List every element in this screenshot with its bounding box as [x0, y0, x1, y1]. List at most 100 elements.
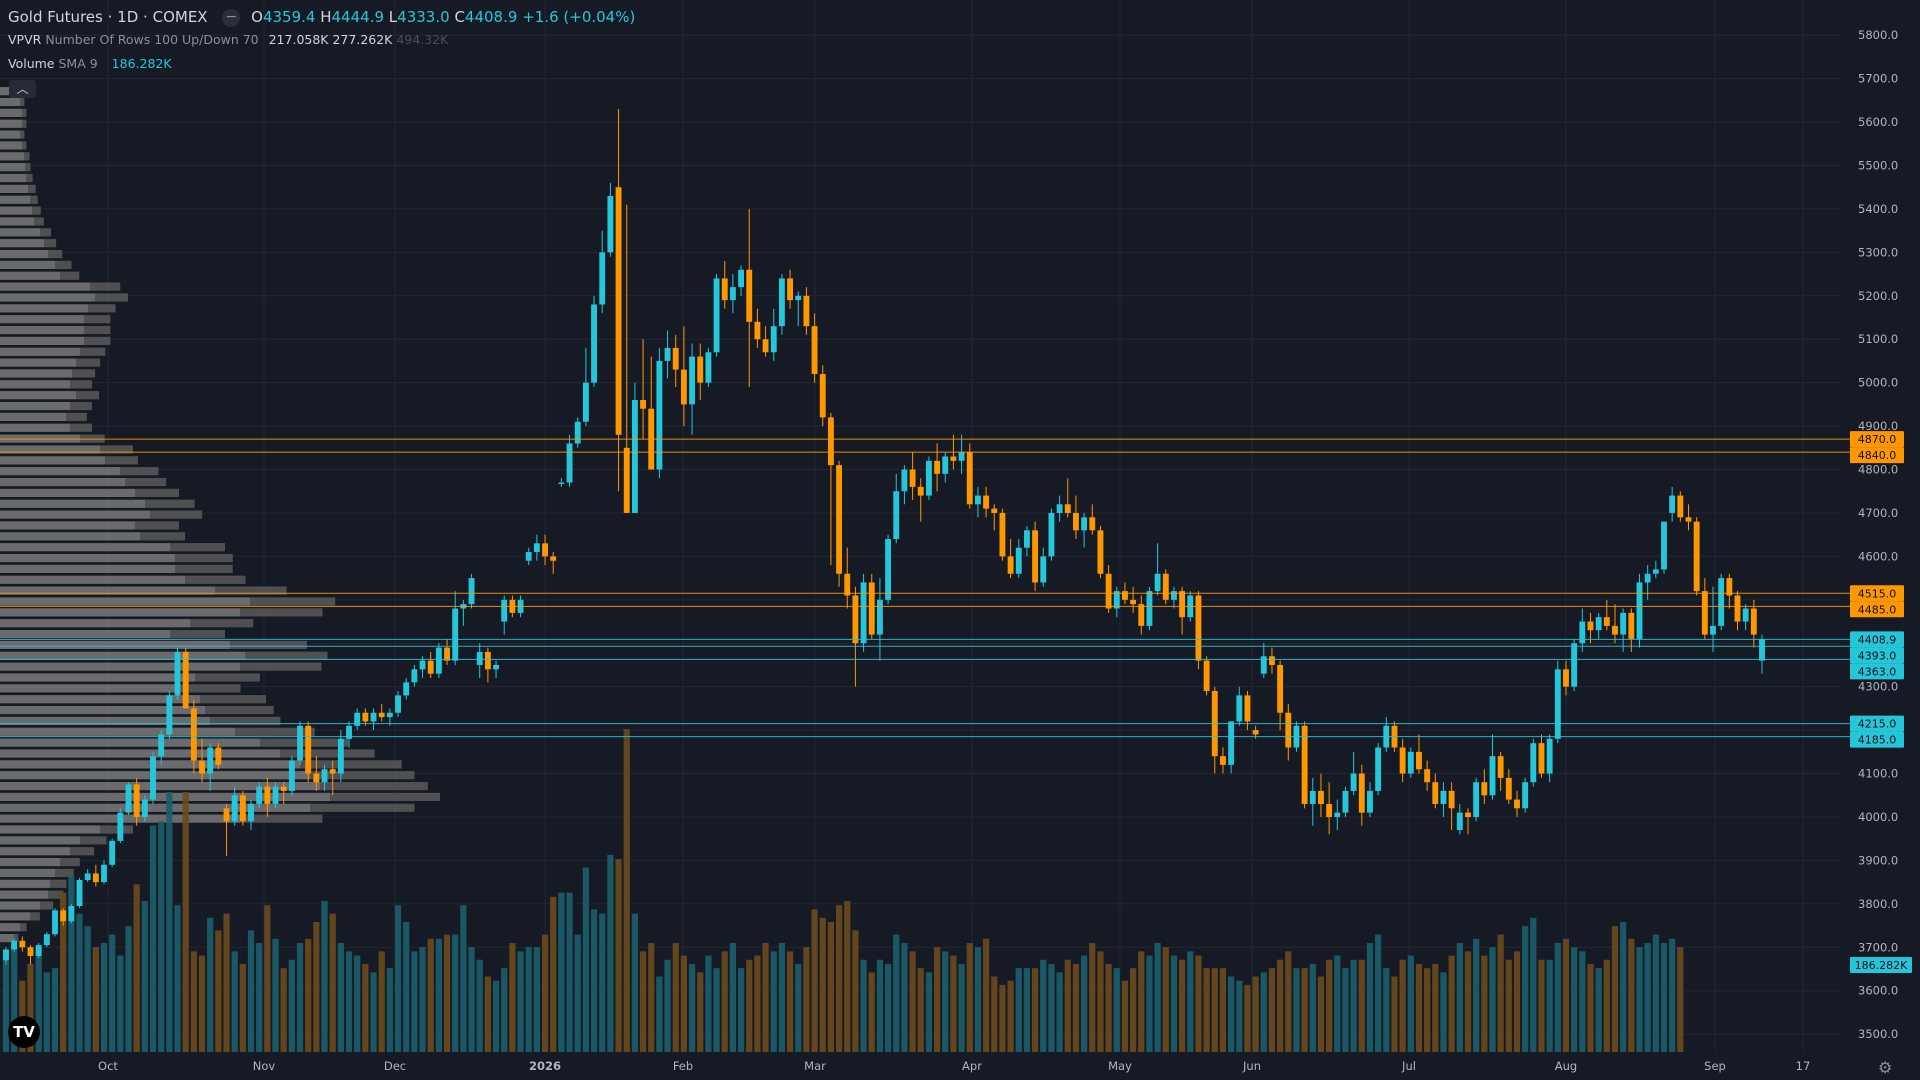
candle-body — [1726, 578, 1733, 596]
volume-bar — [1628, 938, 1635, 1052]
volume-bar — [1538, 959, 1545, 1052]
volume-bar — [272, 938, 279, 1052]
candle-body — [852, 595, 859, 644]
profile-row-up — [0, 749, 280, 758]
candle-body — [150, 756, 156, 800]
profile-row-down — [200, 695, 266, 704]
volume-bar — [1415, 963, 1423, 1052]
candle-body — [729, 287, 736, 301]
candle-body — [1407, 751, 1414, 774]
time-tick-label: Jul — [1401, 1059, 1416, 1073]
volume-bar — [1562, 938, 1570, 1052]
profile-row-up — [0, 477, 125, 487]
volume-bar — [182, 792, 189, 1052]
volume-bar — [1064, 959, 1071, 1052]
candle-body — [566, 443, 573, 483]
candle-body — [1563, 669, 1569, 687]
candle-body — [444, 647, 450, 661]
tradingview-logo-icon[interactable]: TV — [8, 1016, 40, 1048]
volume-bar — [1424, 968, 1431, 1052]
candle-body — [1530, 743, 1537, 783]
profile-row-down — [100, 445, 133, 454]
profile-row-down — [260, 738, 348, 747]
candle-body — [1612, 625, 1618, 635]
volume-bar — [803, 947, 810, 1052]
profile-row-down — [135, 488, 179, 498]
candle-body — [346, 725, 352, 739]
profile-row-down — [24, 152, 30, 161]
profile-row-down — [22, 108, 27, 117]
candle-body — [787, 278, 794, 301]
candle-body — [1252, 730, 1259, 735]
price-line-label-bg — [1850, 585, 1904, 602]
candle-body — [901, 469, 908, 492]
profile-row-up — [0, 195, 30, 204]
volume-bar — [43, 972, 50, 1052]
candle-body — [966, 452, 973, 505]
candle-body — [550, 556, 557, 561]
price-lines — [0, 438, 1850, 738]
vpvr-legend[interactable]: VPVR Number Of Rows 100 Up/Down 70 217.0… — [8, 32, 448, 47]
profile-row-down — [55, 260, 72, 269]
profile-row-up — [0, 716, 210, 726]
profile-row-up — [0, 890, 48, 899]
volume-sma-label-bg — [1850, 957, 1912, 973]
candle-body — [909, 469, 916, 487]
interval-label[interactable]: 1D — [117, 8, 139, 26]
candle-body — [84, 873, 91, 880]
candle-body — [1236, 695, 1243, 722]
volume-bar — [427, 938, 434, 1052]
collapse-legend-button[interactable]: ︿ — [9, 80, 36, 98]
volume-bar — [11, 942, 18, 1052]
profile-row-up — [0, 857, 60, 867]
candle-body — [664, 347, 671, 361]
candle-body — [1718, 578, 1725, 626]
candle-body — [1064, 504, 1071, 513]
candle-body — [60, 910, 67, 922]
price-tick-label: 3700.0 — [1858, 940, 1898, 954]
profile-row-up — [0, 325, 84, 335]
volume-bar — [27, 963, 34, 1052]
volume-bar — [1440, 972, 1447, 1052]
price-line-label: 4215.0 — [1858, 718, 1897, 731]
candle-body — [827, 417, 834, 466]
candle-body — [321, 769, 328, 783]
volume-bar — [1620, 922, 1627, 1052]
candle-body — [1661, 521, 1667, 570]
candle-body — [305, 725, 312, 774]
volume-bar — [1187, 951, 1194, 1052]
volume-params: SMA 9 — [58, 56, 98, 71]
profile-row-up — [0, 543, 170, 552]
time-axis[interactable]: Oct Nov Dec 2026 Feb Mar Apr May Jun Jul Aug Sep 17 — [98, 1059, 1810, 1073]
candle-body — [288, 760, 295, 791]
volume-bar — [419, 947, 426, 1052]
volume-bar — [656, 976, 663, 1052]
volume-bar — [991, 976, 998, 1052]
candle-body — [1015, 547, 1022, 574]
candle-body — [893, 491, 900, 540]
settings-gear-icon[interactable]: ⚙ — [1878, 1058, 1893, 1077]
symbol-name[interactable]: Gold Futures — [8, 8, 103, 26]
volume-bar — [1522, 926, 1529, 1052]
candle-body — [1203, 660, 1210, 692]
time-tick-label: Nov — [253, 1059, 276, 1073]
candle-body — [974, 495, 981, 505]
volume-bar — [1603, 959, 1610, 1052]
volume-bar — [1611, 926, 1619, 1052]
volume-bar — [1089, 942, 1096, 1052]
volume-bar — [1652, 934, 1659, 1052]
price-line-label-bg — [1850, 447, 1904, 464]
candle-body — [1620, 612, 1627, 635]
candle-body — [1505, 777, 1512, 800]
profile-row-up — [0, 358, 76, 367]
volume-bar — [492, 980, 500, 1052]
profile-row-up — [0, 781, 320, 791]
candle-body — [1007, 556, 1014, 574]
profile-row-up — [0, 836, 80, 845]
candle-body — [1228, 721, 1235, 765]
volume-legend[interactable]: Volume SMA 9 186.282K — [8, 56, 172, 71]
volume-bar — [1268, 968, 1276, 1052]
profile-row-down — [205, 705, 274, 715]
hide-legend-icon[interactable]: − — [222, 8, 241, 27]
